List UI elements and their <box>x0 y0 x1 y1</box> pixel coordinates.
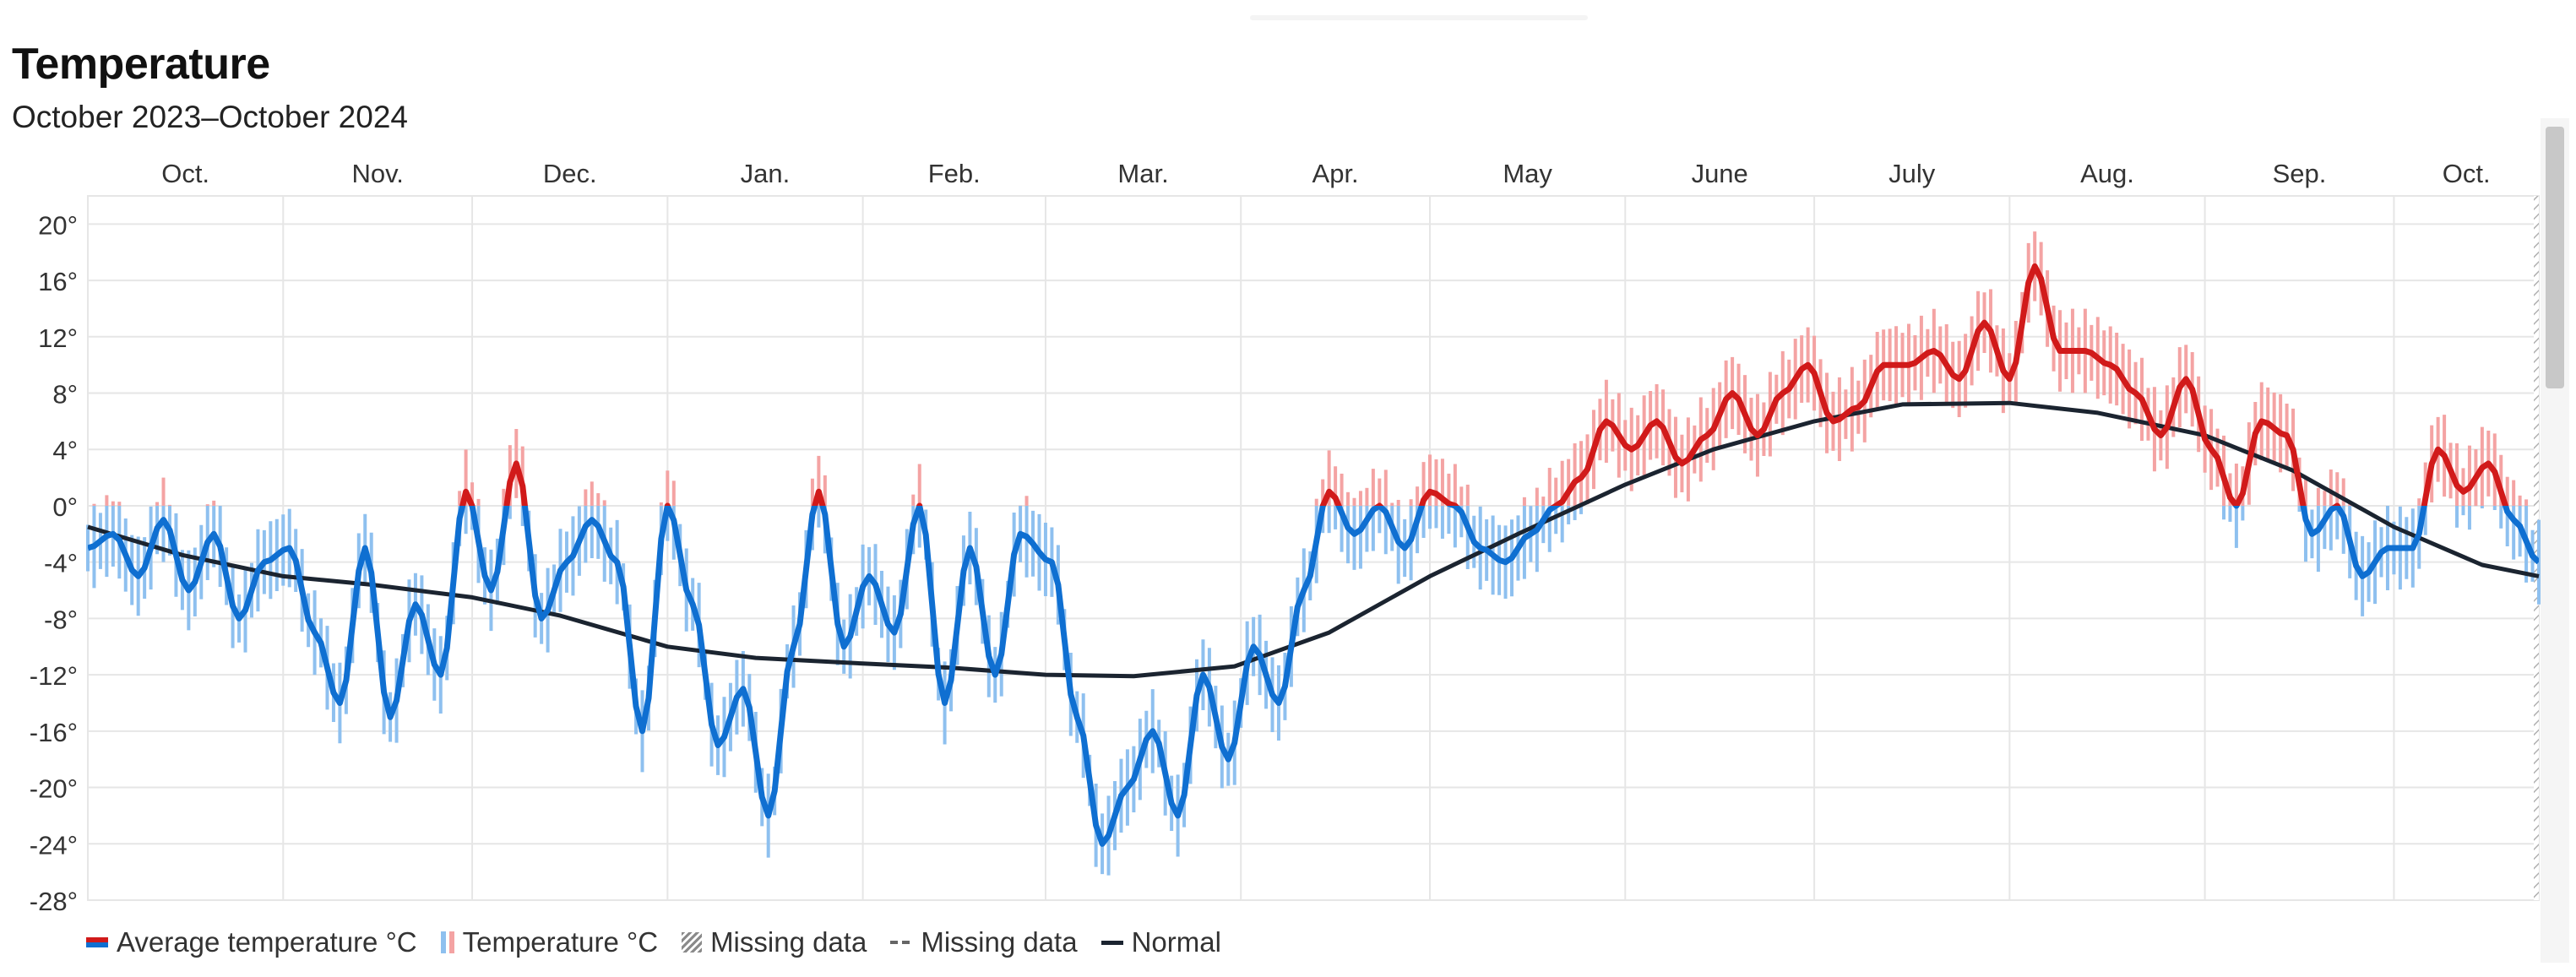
y-tick-label: -24° <box>30 830 78 860</box>
y-axis-tick-labels: 20° 16° 12° 8° 4° 0° -4° -8° -12° -16° -20° -24° -28… <box>30 210 78 916</box>
x-axis-month-labels: Oct. Nov. Dec. Jan. Feb. Mar. Apr. May June July A… <box>161 159 2490 188</box>
missing-data-hatch <box>2534 196 2539 900</box>
normal-line-icon <box>1101 940 1123 945</box>
x-tick-label: Dec. <box>543 159 597 188</box>
legend-average-label: Average temperature °C <box>117 926 417 958</box>
y-tick-label: 0° <box>52 492 78 522</box>
y-tick-label: 4° <box>52 436 78 465</box>
dash-line-icon <box>890 941 913 944</box>
y-tick-label: 16° <box>38 267 78 296</box>
legend-item-normal[interactable]: Normal <box>1101 926 1221 958</box>
chart-title: Temperature <box>12 40 270 89</box>
y-tick-label: -8° <box>44 605 78 634</box>
x-tick-label: Oct. <box>161 159 209 188</box>
legend-missing-hatch-label: Missing data <box>710 926 867 958</box>
chart-subtitle: October 2023–October 2024 <box>12 100 408 134</box>
top-edge-shadow <box>1250 15 1588 20</box>
scrollbar-thumb[interactable] <box>2546 127 2564 388</box>
legend-missing-dash-label: Missing data <box>921 926 1078 958</box>
legend-item-temperature[interactable]: Temperature °C <box>440 926 659 958</box>
legend-average-swatch <box>86 937 108 947</box>
legend-item-missing-hatch[interactable]: Missing data <box>682 926 867 958</box>
x-tick-label: Apr. <box>1312 159 1359 188</box>
y-tick-label: 8° <box>52 380 78 410</box>
x-tick-label: Feb. <box>928 159 981 188</box>
legend-normal-label: Normal <box>1131 926 1221 958</box>
hatch-icon <box>682 932 703 953</box>
x-tick-label: Mar. <box>1117 159 1168 188</box>
average-temperature-line-layer <box>88 263 2539 847</box>
x-tick-label: Sep. <box>2273 159 2327 188</box>
y-tick-label: 12° <box>38 323 78 353</box>
x-tick-label: Jan. <box>741 159 791 188</box>
average-line-above-zero <box>459 263 2509 506</box>
y-tick-label: -16° <box>30 718 78 747</box>
y-tick-label: 20° <box>38 210 78 240</box>
y-tick-label: -28° <box>30 887 78 916</box>
legend-item-missing-dash[interactable]: Missing data <box>890 926 1078 958</box>
x-tick-label: June <box>1692 159 1748 188</box>
x-tick-label: Oct. <box>2443 159 2491 188</box>
x-tick-label: Nov. <box>351 159 403 188</box>
y-tick-label: -20° <box>30 774 78 804</box>
legend-item-average[interactable]: Average temperature °C <box>86 926 417 958</box>
legend-temperature-swatch <box>440 931 454 953</box>
x-tick-label: July <box>1889 159 1936 188</box>
legend-temperature-label: Temperature °C <box>462 926 659 958</box>
y-tick-label: -4° <box>44 549 78 578</box>
y-tick-label: -12° <box>30 661 78 691</box>
chart-legend: Average temperature °C Temperature °C Mi… <box>86 922 1221 963</box>
average-line-below-zero <box>88 505 2539 847</box>
x-tick-label: May <box>1503 159 1552 188</box>
x-tick-label: Aug. <box>2080 159 2134 188</box>
